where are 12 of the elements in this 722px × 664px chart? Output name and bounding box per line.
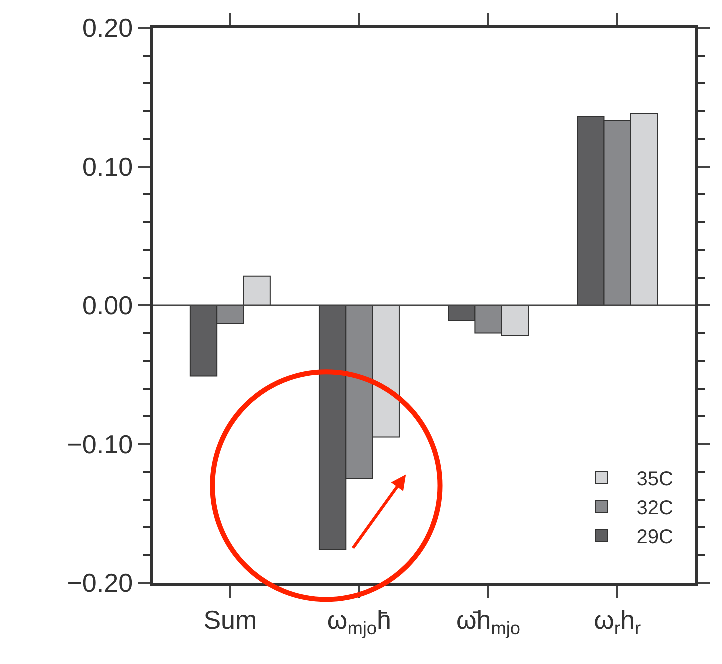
x-tick-label: Sum [204, 604, 258, 635]
y-tick-label: −0.10 [67, 429, 134, 460]
legend-label: 35C [636, 468, 674, 491]
legend-label: 29C [636, 526, 674, 549]
y-tick-label: 0.20 [82, 13, 134, 44]
y-tick-label: 0.00 [82, 290, 134, 321]
legend-label: 32C [636, 498, 674, 520]
x-tick-label: ω$_{r}$h$_{r}$ [594, 604, 642, 638]
x-tick-label: ω$_{mjo}$h̄ [327, 604, 392, 638]
x-tick-label: ω̄h$_{mjo}$ [456, 604, 521, 638]
y-tick-label: −0.20 [67, 568, 134, 598]
y-tick-label: 0.10 [82, 152, 134, 182]
